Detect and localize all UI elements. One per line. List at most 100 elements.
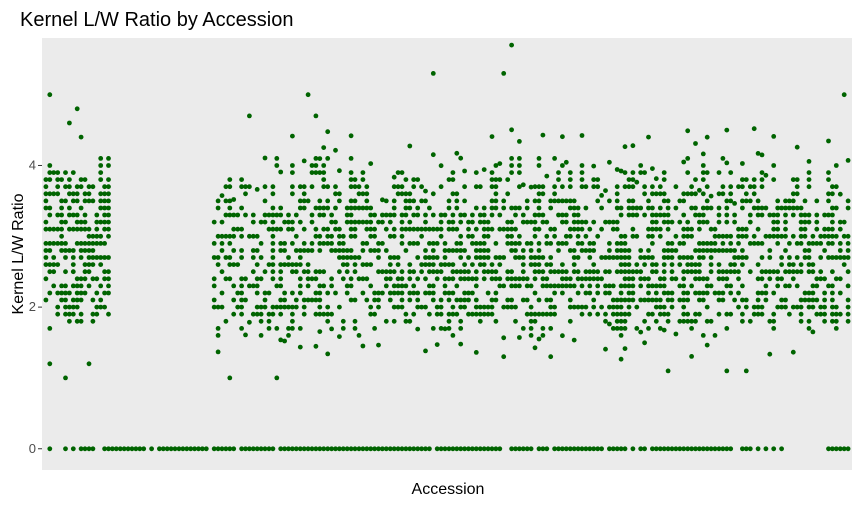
data-point xyxy=(51,269,57,275)
data-point xyxy=(571,262,577,267)
data-point xyxy=(599,276,604,282)
data-point xyxy=(407,241,413,246)
data-point xyxy=(798,262,804,267)
data-point xyxy=(407,290,413,296)
data-point xyxy=(462,290,467,296)
data-point xyxy=(333,205,338,211)
data-point xyxy=(685,233,691,239)
data-point xyxy=(67,304,72,310)
data-point xyxy=(661,248,667,253)
data-point xyxy=(787,241,792,246)
data-point xyxy=(505,297,511,303)
data-point xyxy=(693,141,698,146)
data-point xyxy=(657,226,663,232)
data-point xyxy=(290,269,295,275)
data-point xyxy=(434,255,440,260)
data-point xyxy=(446,226,452,232)
data-point xyxy=(798,212,804,218)
data-point xyxy=(657,446,663,452)
data-point xyxy=(716,170,722,176)
data-point xyxy=(94,219,100,225)
data-point xyxy=(423,276,428,282)
data-point xyxy=(305,269,311,275)
data-point xyxy=(51,170,57,176)
data-point xyxy=(599,255,604,260)
data-point xyxy=(489,276,495,282)
data-point xyxy=(344,290,350,296)
data-point xyxy=(747,269,753,275)
data-point xyxy=(540,276,546,282)
data-point xyxy=(567,446,573,452)
data-point xyxy=(215,262,221,267)
data-point xyxy=(325,311,331,317)
data-point xyxy=(360,219,366,225)
data-point xyxy=(489,184,495,190)
data-point xyxy=(759,269,765,275)
data-point xyxy=(67,290,72,296)
data-point xyxy=(751,311,757,317)
data-point xyxy=(841,233,847,239)
data-point xyxy=(348,255,354,260)
data-point xyxy=(708,205,714,211)
data-point xyxy=(74,318,80,324)
data-point xyxy=(806,297,812,303)
data-point xyxy=(548,269,554,275)
data-point xyxy=(806,212,812,218)
data-point xyxy=(532,219,538,225)
data-point xyxy=(352,326,358,331)
data-point xyxy=(614,198,620,204)
data-point xyxy=(364,241,370,246)
data-point xyxy=(438,269,444,275)
chart-title: Kernel L/W Ratio by Accession xyxy=(20,9,293,31)
data-point xyxy=(497,283,503,289)
data-point xyxy=(646,290,651,296)
data-point xyxy=(747,198,753,204)
data-point xyxy=(387,233,393,239)
data-point xyxy=(383,198,389,204)
data-point xyxy=(102,269,107,275)
data-point xyxy=(681,297,687,303)
data-point xyxy=(356,219,362,225)
data-point xyxy=(501,335,507,341)
data-point xyxy=(223,233,229,239)
data-point xyxy=(657,304,663,310)
data-point xyxy=(266,262,272,267)
data-point xyxy=(528,304,534,310)
data-point xyxy=(665,205,671,211)
data-point xyxy=(653,283,659,289)
data-point xyxy=(638,163,644,168)
data-point xyxy=(262,184,268,190)
data-point xyxy=(563,198,569,204)
data-point xyxy=(337,248,342,253)
data-point xyxy=(517,184,522,190)
data-point xyxy=(434,269,440,275)
data-point xyxy=(90,198,96,204)
data-point xyxy=(556,283,561,289)
y-tick-label: 2 xyxy=(29,299,36,314)
data-point xyxy=(607,446,612,452)
data-point xyxy=(790,177,796,183)
data-point xyxy=(493,163,499,168)
data-point xyxy=(329,326,334,332)
data-point xyxy=(528,283,534,289)
data-point xyxy=(270,248,276,253)
data-point xyxy=(708,283,714,289)
data-point xyxy=(337,334,342,339)
data-point xyxy=(376,255,381,260)
data-point xyxy=(743,177,749,183)
data-point xyxy=(810,269,816,275)
data-point xyxy=(239,297,245,303)
data-point xyxy=(117,446,123,452)
data-point xyxy=(708,318,714,324)
data-point xyxy=(806,241,812,246)
data-point xyxy=(700,191,706,197)
data-point xyxy=(489,269,495,275)
data-point xyxy=(657,212,663,218)
data-point xyxy=(630,177,636,183)
data-point xyxy=(755,290,761,296)
data-point xyxy=(290,133,295,139)
data-point xyxy=(771,177,777,183)
data-point xyxy=(59,212,64,218)
data-point xyxy=(86,233,92,239)
data-point xyxy=(297,219,303,225)
